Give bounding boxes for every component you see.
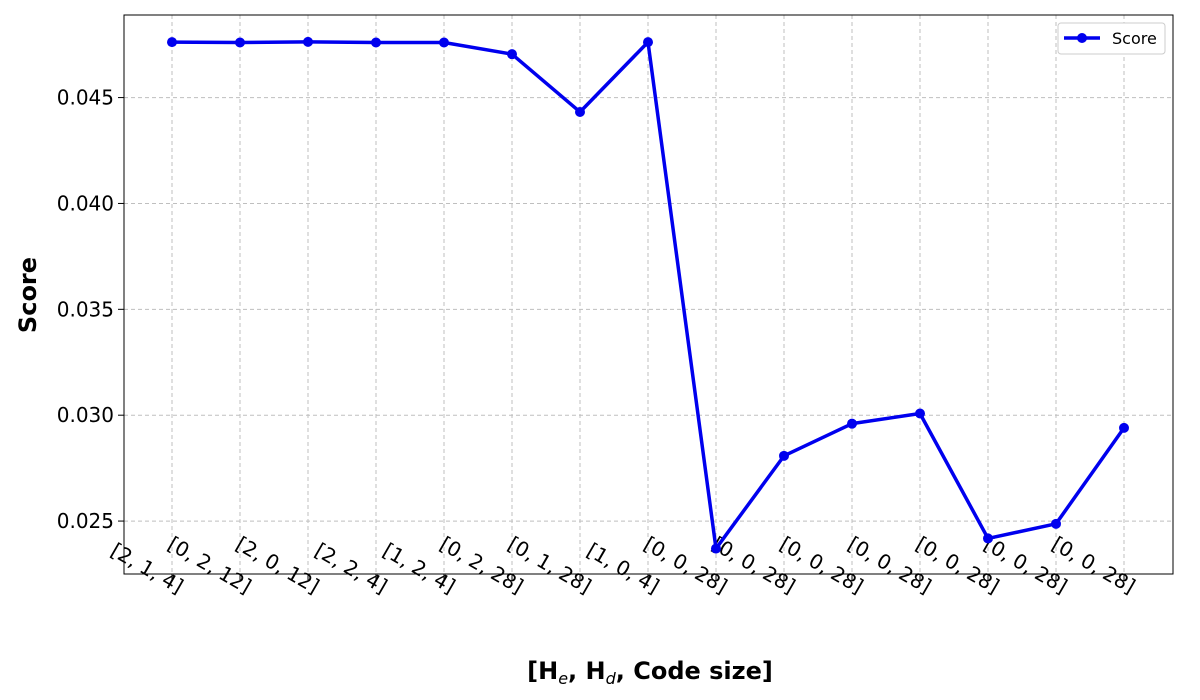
legend-box bbox=[1057, 22, 1166, 55]
series-score bbox=[167, 36, 1129, 554]
x-axis-title-mid: , H bbox=[568, 657, 606, 685]
y-tick-label: 0.030 bbox=[57, 403, 114, 427]
x-axis-title-pre: [H bbox=[527, 657, 558, 685]
data-point bbox=[711, 543, 721, 554]
data-point bbox=[235, 37, 245, 48]
legend-marker bbox=[1077, 33, 1087, 43]
x-axis-title-post: , Code size] bbox=[616, 657, 773, 685]
data-point bbox=[915, 408, 925, 419]
data-point bbox=[847, 418, 857, 429]
grid-lines bbox=[124, 15, 1173, 574]
plot-frame bbox=[123, 14, 1174, 575]
data-point bbox=[439, 37, 449, 48]
legend: Score bbox=[1057, 22, 1166, 55]
data-point bbox=[983, 533, 993, 544]
data-point bbox=[507, 49, 517, 60]
data-point bbox=[371, 37, 381, 48]
data-point bbox=[643, 37, 653, 48]
x-tick-label: [2, 2, 4] bbox=[311, 538, 392, 598]
y-tick-label: 0.025 bbox=[57, 509, 114, 533]
y-tick-label: 0.035 bbox=[57, 297, 114, 321]
y-tick-label: 0.040 bbox=[57, 191, 114, 215]
data-point bbox=[303, 36, 313, 47]
data-point bbox=[167, 37, 177, 48]
x-axis-title-sub-e: e bbox=[558, 669, 568, 688]
data-point bbox=[1051, 518, 1061, 529]
data-point bbox=[1119, 422, 1129, 433]
y-axis: 0.025 0.030 0.035 0.040 0.045 bbox=[57, 86, 124, 533]
data-point bbox=[575, 106, 585, 117]
data-point bbox=[779, 450, 789, 461]
legend-label: Score bbox=[1112, 29, 1157, 48]
x-axis-title-sub-d: d bbox=[606, 669, 617, 688]
y-axis-title: Score bbox=[14, 257, 42, 333]
x-axis-title: [He, Hd, Code size] bbox=[527, 657, 773, 688]
y-tick-label: 0.045 bbox=[57, 86, 114, 110]
